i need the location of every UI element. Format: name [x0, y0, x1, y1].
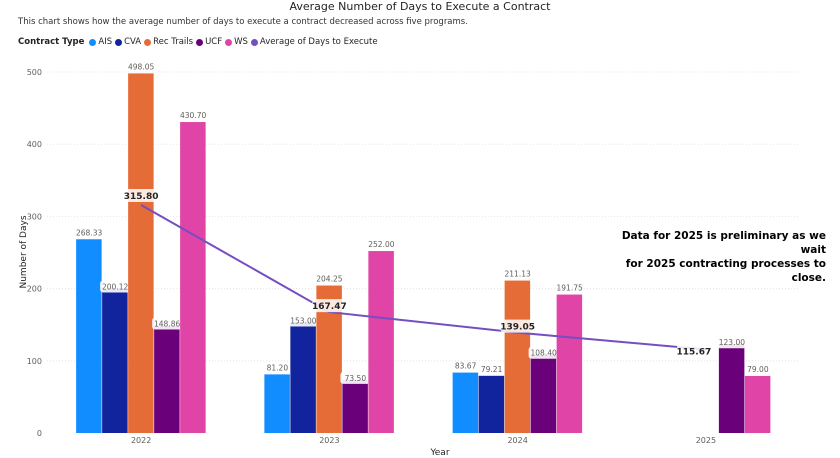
y-tick-label: 0	[37, 429, 42, 438]
y-tick-label: 100	[27, 357, 42, 366]
line-data-label: 115.67	[677, 347, 712, 357]
bar-ws-2022	[180, 122, 206, 433]
line-label-bg	[312, 299, 347, 313]
line-label-bg	[676, 344, 711, 358]
bar-ws-2024	[556, 294, 583, 433]
bar-ais-2022	[76, 239, 102, 433]
bar-ucf-2022	[154, 325, 180, 433]
bar-ais-2024	[452, 372, 479, 433]
data-label-bg	[100, 280, 131, 293]
bar-ucf-2024	[530, 354, 557, 433]
bar-ucf-2023	[342, 379, 368, 433]
data-label: 153.00	[290, 317, 316, 326]
line-data-label: 315.80	[124, 192, 159, 202]
x-tick-label: 2023	[319, 436, 339, 445]
y-tick-label: 500	[27, 68, 42, 77]
x-tick-label: 2022	[131, 436, 151, 445]
bar-ucf-2025	[718, 344, 745, 433]
data-label: 252.00	[368, 240, 394, 249]
average-line	[140, 204, 706, 351]
legend-title: Contract Type	[18, 37, 85, 47]
line-data-label: 167.47	[312, 302, 347, 312]
data-label: 148.86	[154, 320, 180, 329]
data-label: 108.40	[531, 349, 557, 358]
legend-swatch	[115, 38, 123, 46]
data-label-bg	[716, 336, 747, 349]
bar-cva-2022	[102, 288, 128, 433]
y-axis-title: Number of Days	[19, 215, 29, 288]
data-label-bg	[288, 314, 319, 327]
data-label: 200.12	[102, 283, 128, 292]
legend-label: UCF	[205, 37, 223, 47]
data-label: 79.00	[747, 365, 769, 374]
legend-label: CVA	[124, 37, 142, 47]
data-label: 191.75	[557, 284, 583, 293]
data-label: 211.13	[505, 270, 531, 279]
data-label-bg	[528, 346, 559, 359]
data-label: 83.67	[455, 362, 477, 371]
chart-title: Average Number of Days to Execute a Cont…	[289, 0, 551, 13]
y-tick-label: 400	[27, 140, 42, 149]
data-label: 204.25	[316, 275, 342, 284]
legend-label: Average of Days to Execute	[259, 37, 378, 47]
data-label: 498.05	[128, 62, 154, 71]
legend-label: WS	[234, 37, 248, 47]
bar-ws-2025	[744, 375, 771, 433]
legend-swatch	[89, 38, 97, 46]
data-label: 123.00	[719, 338, 745, 347]
chart-subtitle: This chart shows how the average number …	[18, 17, 468, 27]
legend-swatch	[225, 38, 233, 46]
line-data-label: 139.05	[500, 323, 535, 333]
y-tick-label: 200	[27, 285, 42, 294]
bar-ais-2023	[264, 374, 290, 433]
x-tick-label: 2025	[696, 436, 716, 445]
bar-rec-trails-2022	[128, 73, 154, 433]
line-label-bg	[124, 188, 159, 202]
legend-swatch	[250, 38, 258, 46]
x-tick-label: 2024	[507, 436, 527, 445]
note-line-1: Data for 2025 is preliminary as we wait	[621, 230, 826, 256]
line-label-bg	[500, 319, 535, 333]
x-axis-title: Year	[429, 448, 449, 458]
bar-cva-2024	[478, 375, 505, 433]
legend-swatch	[144, 38, 152, 46]
legend-item-average[interactable]: Average of Days to Execute	[250, 37, 378, 47]
legend-item-ws[interactable]: WS	[225, 37, 248, 47]
legend-label: Rec Trails	[153, 37, 194, 47]
legend-swatch	[196, 38, 204, 46]
legend-item-ucf[interactable]: UCF	[196, 37, 222, 47]
data-label: 81.20	[267, 363, 289, 372]
legend-item-rec-trails[interactable]: Rec Trails	[144, 37, 193, 47]
data-label-bg	[152, 317, 183, 330]
legend-label: AIS	[98, 37, 113, 47]
legend-item-ais[interactable]: AIS	[89, 37, 112, 47]
preliminary-note: Data for 2025 is preliminary as we wait …	[600, 229, 826, 285]
legend-item-cva[interactable]: CVA	[115, 37, 141, 47]
bar-cva-2023	[290, 322, 316, 433]
legend: Contract Type AIS CVA Rec Trails UCF WS …	[18, 37, 381, 47]
note-line-2: for 2025 contracting processes to close.	[625, 258, 826, 284]
data-label: 430.70	[180, 111, 206, 120]
y-tick-label: 300	[27, 212, 42, 221]
bar-rec-trails-2024	[504, 280, 531, 433]
data-label: 73.50	[345, 374, 367, 383]
data-label-bg	[340, 371, 371, 384]
bar-ws-2023	[368, 251, 394, 433]
data-label: 268.33	[76, 228, 102, 237]
data-label: 79.21	[481, 365, 503, 374]
